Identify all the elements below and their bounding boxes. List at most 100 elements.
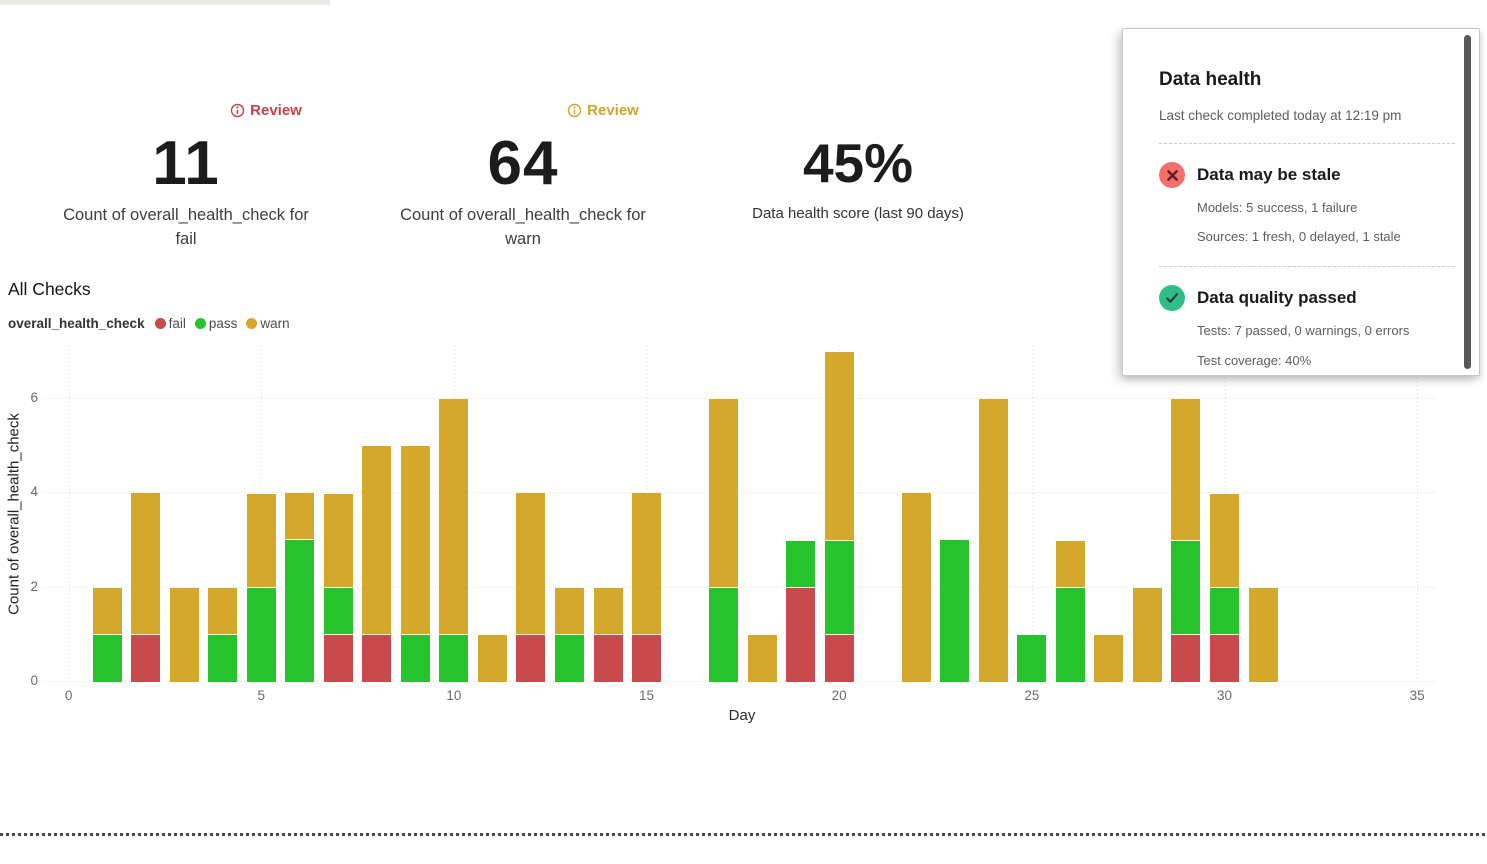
- bar-day-9-warn[interactable]: [400, 446, 430, 635]
- bar-day-25-pass[interactable]: [1017, 635, 1047, 682]
- bar-day-29[interactable]: [1171, 399, 1201, 682]
- bar-day-30-fail[interactable]: [1210, 635, 1239, 682]
- bar-day-13-warn[interactable]: [554, 588, 584, 635]
- bar-day-1-warn[interactable]: [92, 588, 122, 635]
- bar-day-10[interactable]: [439, 399, 469, 682]
- legend-item-warn[interactable]: warn: [246, 316, 290, 331]
- bar-day-7-fail[interactable]: [323, 635, 353, 682]
- bar-day-11-warn[interactable]: [477, 635, 507, 682]
- y-tick-4: 4: [30, 484, 38, 500]
- bar-day-24[interactable]: [978, 399, 1008, 682]
- bar-day-29-pass[interactable]: [1171, 541, 1201, 635]
- bar-day-13[interactable]: [554, 588, 584, 682]
- x-tick-30: 30: [1216, 688, 1233, 703]
- bar-day-4-warn[interactable]: [208, 588, 238, 635]
- bar-day-3[interactable]: [169, 588, 199, 682]
- bar-day-5-pass[interactable]: [246, 588, 276, 682]
- bar-day-22-warn[interactable]: [901, 493, 931, 682]
- bar-day-15-warn[interactable]: [632, 493, 662, 635]
- bar-day-18-warn[interactable]: [747, 635, 777, 682]
- bar-day-3-warn[interactable]: [169, 588, 199, 682]
- bar-day-14-warn[interactable]: [593, 588, 623, 635]
- bar-day-25[interactable]: [1017, 635, 1047, 682]
- bar-day-10-pass[interactable]: [439, 635, 469, 682]
- bar-day-30[interactable]: [1210, 494, 1239, 682]
- x-tick-5: 5: [257, 688, 265, 703]
- panel-divider: [1159, 143, 1455, 144]
- metric-warn-count: Review 64 Count of overall_health_check …: [383, 101, 663, 252]
- bar-day-5-warn[interactable]: [246, 494, 276, 588]
- bar-day-8-warn[interactable]: [362, 446, 392, 635]
- bar-day-13-pass[interactable]: [554, 635, 584, 682]
- bar-day-20-pass[interactable]: [824, 541, 854, 635]
- bar-day-31[interactable]: [1248, 588, 1278, 682]
- bar-day-27-warn[interactable]: [1094, 635, 1124, 682]
- legend-item-pass[interactable]: pass: [194, 316, 237, 331]
- bar-day-14[interactable]: [593, 588, 623, 682]
- bar-day-28-warn[interactable]: [1132, 588, 1162, 682]
- x-axis-label: Day: [728, 707, 756, 724]
- metric-label: Data health score (last 90 days): [752, 205, 964, 222]
- bar-day-20-warn[interactable]: [824, 352, 854, 541]
- bar-day-17-warn[interactable]: [709, 399, 739, 588]
- bar-day-6-warn[interactable]: [285, 493, 315, 540]
- bar-day-12-warn[interactable]: [516, 493, 546, 635]
- bar-day-19-fail[interactable]: [786, 588, 816, 682]
- bar-day-1[interactable]: [92, 588, 122, 682]
- check-circle-icon: [1159, 285, 1185, 312]
- bar-day-27[interactable]: [1094, 635, 1124, 682]
- bar-day-23[interactable]: [940, 540, 970, 682]
- bar-day-14-fail[interactable]: [593, 635, 623, 682]
- panel-section-header: Data quality passed: [1159, 285, 1455, 312]
- bar-day-9-pass[interactable]: [400, 635, 430, 682]
- bar-day-30-pass[interactable]: [1210, 588, 1239, 635]
- bar-day-22[interactable]: [901, 493, 931, 682]
- bar-day-4-pass[interactable]: [208, 635, 238, 682]
- bar-day-23-pass[interactable]: [940, 540, 970, 682]
- bar-day-6[interactable]: [285, 493, 315, 682]
- panel-scrollbar[interactable]: [1464, 35, 1471, 369]
- bar-day-8[interactable]: [362, 446, 392, 682]
- x-circle-icon: [1159, 162, 1185, 188]
- bar-day-29-warn[interactable]: [1171, 399, 1201, 541]
- bar-day-12-fail[interactable]: [516, 635, 546, 682]
- bar-day-2-fail[interactable]: [131, 635, 161, 682]
- bar-day-18[interactable]: [747, 635, 777, 682]
- bar-day-24-warn[interactable]: [978, 399, 1008, 682]
- bar-day-2[interactable]: [131, 493, 161, 682]
- bar-day-7[interactable]: [323, 494, 353, 682]
- bar-day-17[interactable]: [709, 399, 739, 682]
- review-badge-warn[interactable]: Review: [567, 101, 639, 119]
- bar-day-20[interactable]: [824, 352, 854, 682]
- legend-item-fail[interactable]: fail: [154, 316, 186, 331]
- bar-day-11[interactable]: [477, 635, 507, 682]
- bar-day-5[interactable]: [246, 494, 276, 682]
- review-badge-fail[interactable]: Review: [230, 101, 302, 119]
- bar-day-10-warn[interactable]: [439, 399, 469, 635]
- bar-day-6-pass[interactable]: [285, 540, 315, 682]
- bar-day-1-pass[interactable]: [92, 635, 122, 682]
- bottom-dotted-divider: [0, 833, 1487, 836]
- bar-day-7-warn[interactable]: [323, 494, 353, 588]
- bar-day-8-fail[interactable]: [362, 635, 392, 682]
- bar-day-9[interactable]: [400, 446, 430, 682]
- bar-day-4[interactable]: [208, 588, 238, 682]
- bar-day-20-fail[interactable]: [824, 635, 854, 682]
- bar-day-26[interactable]: [1055, 541, 1085, 682]
- bar-day-26-warn[interactable]: [1055, 541, 1085, 588]
- bar-day-7-pass[interactable]: [323, 588, 353, 635]
- metric-health-score: 45% Data health score (last 90 days): [723, 101, 993, 225]
- bar-day-26-pass[interactable]: [1055, 588, 1085, 682]
- bar-day-15-fail[interactable]: [632, 635, 662, 682]
- bar-day-19-pass[interactable]: [786, 541, 816, 588]
- bar-day-30-warn[interactable]: [1210, 494, 1239, 588]
- bar-day-31-warn[interactable]: [1248, 588, 1278, 682]
- bar-day-2-warn[interactable]: [131, 493, 161, 635]
- bar-day-29-fail[interactable]: [1171, 635, 1201, 682]
- bar-day-19[interactable]: [786, 541, 816, 682]
- bar-day-12[interactable]: [516, 493, 546, 682]
- bar-day-17-pass[interactable]: [709, 588, 739, 682]
- bar-day-28[interactable]: [1132, 588, 1162, 682]
- bar-day-15[interactable]: [632, 493, 662, 682]
- stacked-bar-chart: [45, 345, 1435, 682]
